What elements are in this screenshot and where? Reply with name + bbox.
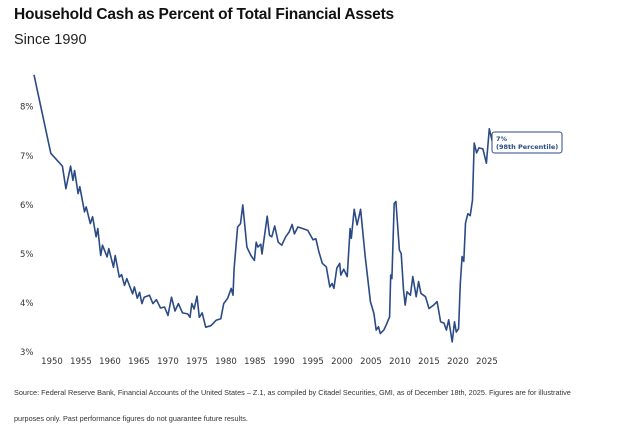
- x-tick-label: 1985: [244, 357, 266, 367]
- source-note: Source: Federal Reserve Bank, Financial …: [14, 388, 571, 397]
- y-tick-label: 8%: [20, 103, 34, 113]
- series-line: [33, 74, 493, 343]
- disclaimer-note: purposes only. Past performance figures …: [14, 414, 248, 423]
- y-tick-label: 4%: [20, 299, 34, 309]
- x-tick-label: 1965: [128, 357, 150, 367]
- y-tick-label: 7%: [20, 152, 34, 162]
- x-tick-label: 2005: [360, 357, 382, 367]
- x-tick-label: 1955: [70, 357, 92, 367]
- x-tick-label: 1975: [186, 357, 208, 367]
- y-tick-label: 5%: [20, 250, 34, 260]
- annotation-percentile: (98th Percentile): [496, 143, 558, 151]
- x-tick-label: 1960: [99, 357, 121, 367]
- x-tick-label: 2000: [331, 357, 353, 367]
- x-tick-label: 2025: [476, 357, 498, 367]
- x-tick-label: 1970: [157, 357, 179, 367]
- x-tick-label: 2010: [389, 357, 411, 367]
- x-tick-label: 2015: [418, 357, 440, 367]
- x-tick-label: 1950: [41, 357, 63, 367]
- x-axis: 1950 1955 1960 1965 1970 1975 1980 1985 1990 1995…: [41, 357, 498, 367]
- y-tick-label: 3%: [20, 348, 34, 358]
- annotation-value: 7%: [496, 135, 508, 143]
- x-tick-label: 1990: [273, 357, 295, 367]
- x-tick-label: 2020: [447, 357, 469, 367]
- x-tick-label: 1995: [302, 357, 324, 367]
- y-tick-label: 6%: [20, 201, 34, 211]
- chart-title: Household Cash as Percent of Total Finan…: [14, 6, 394, 23]
- x-tick-label: 1980: [215, 357, 237, 367]
- annotation-box: [491, 131, 563, 154]
- y-axis: 3% 4% 5% 6% 7% 8%: [20, 103, 34, 359]
- annotation-callout: 7% (98th Percentile): [491, 131, 563, 154]
- chart-subtitle: Since 1990: [14, 32, 87, 48]
